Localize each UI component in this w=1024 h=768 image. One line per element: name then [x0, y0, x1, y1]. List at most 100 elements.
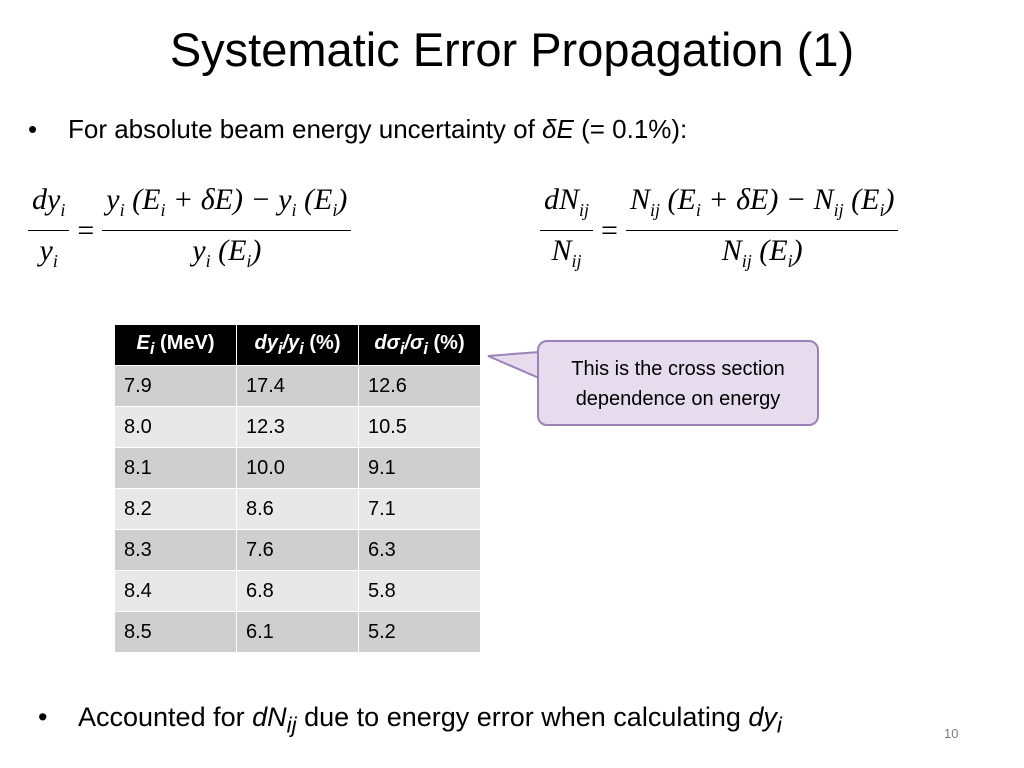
- header-dy-unit: (%): [303, 331, 341, 354]
- cell-energy: 8.3: [114, 529, 237, 571]
- cell-dy: 10.0: [236, 447, 359, 489]
- cell-dsigma: 5.2: [358, 611, 481, 653]
- eq2-lhs-num: dN: [544, 183, 580, 216]
- table-row: 8.5 6.1 5.2: [114, 611, 481, 653]
- bullet2-text1: Accounted for: [78, 702, 253, 732]
- eq1-rhs-num-b-sub: i: [160, 200, 166, 220]
- header-sigma-sub: i: [423, 338, 428, 358]
- table-header-row: Ei (MeV) dyi/yi (%) dσi/σi (%): [114, 324, 481, 366]
- eq2-lhs-fraction: dNij Nij: [540, 180, 594, 281]
- table-row: 8.1 10.0 9.1: [114, 447, 481, 489]
- bullet2-dN-sub: ij: [286, 712, 297, 738]
- eq1-rhs-den-b-sub: i: [246, 251, 252, 271]
- eq2-equals-sign: =: [601, 213, 618, 247]
- cell-dy: 12.3: [236, 406, 359, 448]
- eq1-rhs-num-a-sub: i: [119, 200, 125, 220]
- eq2-rhs-num-a-sub: ij: [649, 200, 660, 220]
- eq1-lhs-num-sub: i: [60, 200, 66, 220]
- eq2-rhs-den-a-sub: ij: [741, 251, 752, 271]
- header-energy-sub: i: [149, 338, 155, 358]
- table-row: 8.4 6.8 5.8: [114, 570, 481, 612]
- eq2-rhs-num-b-sub: i: [695, 200, 701, 220]
- eq1-rhs-num-e: ): [337, 183, 348, 216]
- cell-energy: 8.1: [114, 447, 237, 489]
- cell-dsigma: 10.5: [358, 406, 481, 448]
- cell-dy: 6.1: [236, 611, 359, 653]
- eq1-rhs-den-b: (E: [210, 234, 247, 267]
- cell-dsigma: 6.3: [358, 529, 481, 571]
- eq1-rhs-den-a-sub: i: [205, 251, 211, 271]
- energy-uncertainty-table: Ei (MeV) dyi/yi (%) dσi/σi (%) 7.9 17.4 12…: [114, 324, 481, 653]
- eq2-rhs-num-e: ): [884, 183, 895, 216]
- eq1-rhs-num-b: (E: [124, 183, 161, 216]
- bullet-accounted-for: • Accounted for dNij due to energy error …: [38, 702, 782, 738]
- table-row: 8.3 7.6 6.3: [114, 529, 481, 571]
- header-dy-sub: i: [277, 338, 283, 358]
- cell-dy: 8.6: [236, 488, 359, 530]
- header-energy-symbol: E: [136, 331, 150, 354]
- eq2-rhs-fraction: Nij (Ei + δE) − Nij (Ei) Nij (Ei): [625, 180, 899, 281]
- header-dy-symbol: dy: [254, 331, 278, 354]
- bullet-marker: •: [38, 702, 48, 732]
- eq1-rhs-num-d-sub: i: [332, 200, 338, 220]
- eq2-lhs-den-sub: ij: [571, 251, 582, 271]
- eq2-rhs-den-c: ): [792, 234, 803, 267]
- eq2-lhs-den: N: [551, 234, 572, 267]
- eq1-rhs-den-a: y: [192, 234, 206, 267]
- callout-cross-section-note: This is the cross section dependence on …: [537, 340, 819, 426]
- eq1-lhs-fraction: dyi yi: [28, 180, 70, 281]
- cell-dsigma: 12.6: [358, 365, 481, 407]
- cell-dy: 6.8: [236, 570, 359, 612]
- cell-energy: 8.4: [114, 570, 237, 612]
- eq1-rhs-num-d: (E: [296, 183, 333, 216]
- table-row: 7.9 17.4 12.6: [114, 365, 481, 407]
- eq1-rhs-num-a: y: [106, 183, 120, 216]
- cell-dsigma: 7.1: [358, 488, 481, 530]
- eq2-rhs-den-a: N: [721, 234, 742, 267]
- table-row: 8.2 8.6 7.1: [114, 488, 481, 530]
- cell-dy: 17.4: [236, 365, 359, 407]
- cell-energy: 7.9: [114, 365, 237, 407]
- header-dsigma-sub: i: [399, 338, 405, 358]
- eq2-rhs-den-b: (E: [751, 234, 788, 267]
- header-sigma-symbol: /σ: [404, 331, 424, 354]
- bullet2-dy-sub: i: [776, 712, 782, 738]
- eq1-rhs-den-c: ): [251, 234, 262, 267]
- cell-energy: 8.2: [114, 488, 237, 530]
- slide-title: Systematic Error Propagation (1): [169, 23, 855, 76]
- cell-dy: 7.6: [236, 529, 359, 571]
- callout-line2: dependence on energy: [575, 388, 781, 410]
- bullet-marker: •: [28, 114, 38, 144]
- header-y-sub: i: [299, 338, 304, 358]
- page-number: 10: [944, 726, 959, 741]
- bullet2-text2: due to energy error when calculating: [296, 702, 749, 732]
- bullet-text-after: (= 0.1%):: [573, 114, 688, 144]
- cell-dsigma: 9.1: [358, 447, 481, 489]
- eq1-rhs-fraction: yi (Ei + δE) − yi (Ei) yi (Ei): [102, 180, 352, 281]
- bullet-text-before: For absolute beam energy uncertainty of: [68, 114, 543, 144]
- eq2-rhs-num-d-sub: i: [879, 200, 885, 220]
- eq2-lhs-num-sub: ij: [579, 200, 590, 220]
- eq1-rhs-num-c-sub: i: [291, 200, 297, 220]
- eq2-rhs-num-c: + δE) − N: [700, 183, 834, 216]
- eq1-lhs-den: y: [39, 234, 53, 267]
- eq2-rhs-num-a: N: [629, 183, 650, 216]
- eq2-rhs-num-b: (E: [659, 183, 696, 216]
- header-dsigma-symbol: dσ: [374, 331, 400, 354]
- equation-dN-over-N: dNij Nij = Nij (Ei + δE) − Nij (Ei) Nij …: [540, 180, 899, 281]
- eq1-lhs-num: dy: [32, 183, 61, 216]
- eq2-rhs-den-b-sub: i: [787, 251, 793, 271]
- cell-energy: 8.5: [114, 611, 237, 653]
- bullet2-dN: dN: [252, 702, 287, 732]
- bullet-beam-energy: • For absolute beam energy uncertainty of…: [28, 114, 687, 145]
- equation-dy-over-y: dyi yi = yi (Ei + δE) − yi (Ei) yi (Ei): [28, 180, 352, 281]
- table-row: 8.0 12.3 10.5: [114, 406, 481, 448]
- header-energy-unit: (MeV): [154, 331, 215, 354]
- callout-line1: This is the cross section: [571, 358, 785, 380]
- eq2-rhs-num-c-sub: ij: [833, 200, 844, 220]
- eq1-rhs-num-c: + δE) − y: [165, 183, 292, 216]
- header-y-symbol: /y: [282, 331, 300, 354]
- eq1-equals-sign: =: [77, 213, 95, 247]
- header-energy: Ei (MeV): [114, 324, 237, 366]
- cell-dsigma: 5.8: [358, 570, 481, 612]
